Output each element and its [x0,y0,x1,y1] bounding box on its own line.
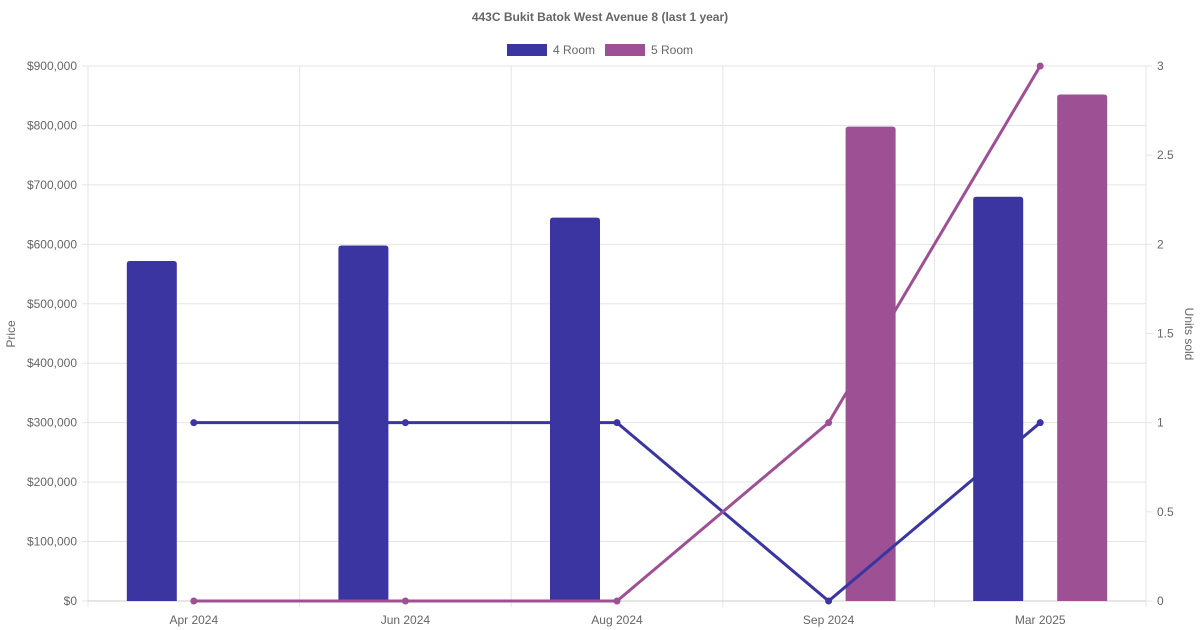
y-axis-left: $0 $100,000 $200,000 $300,000 $400,000 $500,0… [27,59,77,608]
y-tick-label: $200,000 [27,475,77,489]
point [825,597,833,605]
x-tick-label: Aug 2024 [591,613,643,627]
point [613,419,621,427]
y-tick-label: $600,000 [27,237,77,251]
y-tick-label: $100,000 [27,535,77,549]
series-line [193,421,1042,603]
y-tick-label: $300,000 [27,416,77,430]
y-tick-label: $0 [64,594,78,608]
y-tick-label: $700,000 [27,178,77,192]
chart-title: 443C Bukit Batok West Avenue 8 (last 1 y… [472,10,728,24]
bar [1057,94,1108,602]
point [190,597,198,605]
legend: 4 Room 5 Room [506,43,693,57]
y2-tick-label: 0.5 [1157,505,1174,519]
y-tick-label: $900,000 [27,59,77,73]
x-tick-label: Jun 2024 [381,613,431,627]
point [825,419,833,427]
y2-tick-label: 1.5 [1157,327,1174,341]
y2-tick-label: 2.5 [1157,148,1174,162]
y2-tick-label: 3 [1157,59,1164,73]
y-axis-right: 0 0.5 1 1.5 2 2.5 3 [1146,59,1174,608]
y2-tick-label: 0 [1157,594,1164,608]
units-lines [190,62,1044,605]
point [1036,62,1044,70]
x-tick-label: Mar 2025 [1015,613,1066,627]
legend-label: 5 Room [651,43,693,57]
legend-swatch [605,44,645,56]
x-tick-label: Sep 2024 [803,613,855,627]
bar [550,217,600,602]
point [190,419,198,427]
legend-swatch [506,44,547,56]
bar [845,126,896,601]
x-axis: Apr 2024 Jun 2024 Aug 2024 Sep 2024 Mar 2025 [169,613,1065,627]
y-axis-title: Price [4,320,18,348]
legend-label: 4 Room [553,43,595,57]
y-tick-label: $500,000 [27,297,77,311]
x-tick-label: Apr 2024 [169,613,218,627]
bar [973,196,1024,601]
series-line [193,65,1042,603]
y2-axis-title: Units sold [1182,308,1196,361]
point [613,597,621,605]
point [1036,419,1044,427]
bar [126,260,177,601]
y-tick-label: $400,000 [27,356,77,370]
y2-tick-label: 2 [1157,237,1164,251]
point [401,419,409,427]
y2-tick-label: 1 [1157,416,1164,430]
bars [126,94,1108,602]
point [401,597,409,605]
y-tick-label: $800,000 [27,118,77,132]
